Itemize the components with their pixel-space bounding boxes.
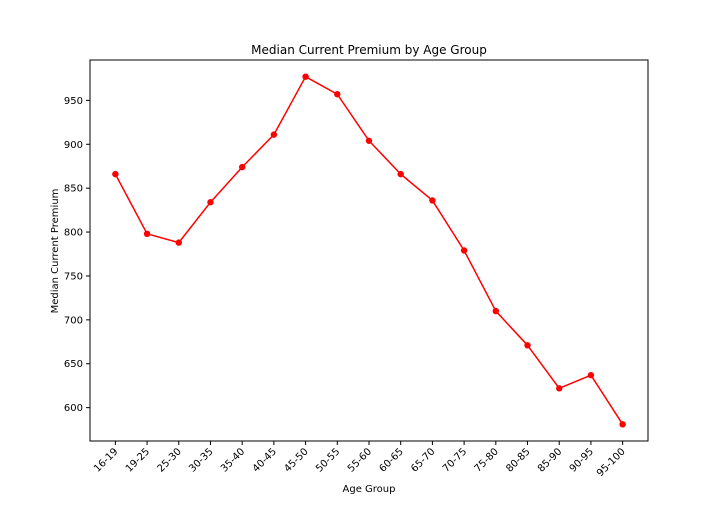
data-point xyxy=(524,342,531,349)
chart-title: Median Current Premium by Age Group xyxy=(251,43,487,57)
y-tick-label: 900 xyxy=(64,140,83,151)
data-point xyxy=(460,247,468,254)
data-point xyxy=(365,137,373,144)
data-point xyxy=(270,131,278,138)
y-tick-label: 750 xyxy=(64,271,83,282)
data-point xyxy=(619,421,626,428)
data-point xyxy=(334,91,341,98)
data-point xyxy=(587,371,595,379)
y-tick-label: 600 xyxy=(64,403,83,414)
y-tick-label: 800 xyxy=(64,228,83,239)
data-point xyxy=(302,73,309,80)
data-point xyxy=(556,385,563,392)
y-tick-label: 700 xyxy=(64,315,83,326)
data-point xyxy=(207,199,214,206)
data-point xyxy=(429,197,436,204)
x-axis-label: Age Group xyxy=(343,484,396,495)
data-point xyxy=(492,307,500,315)
data-point xyxy=(175,239,182,246)
data-point xyxy=(143,230,151,238)
data-point xyxy=(397,170,404,178)
data-point xyxy=(112,170,119,178)
y-axis-label: Median Current Premium xyxy=(50,189,61,314)
y-tick-label: 950 xyxy=(64,96,83,107)
data-point xyxy=(238,163,246,171)
y-tick-label: 650 xyxy=(64,359,83,370)
y-tick-label: 850 xyxy=(64,184,83,195)
